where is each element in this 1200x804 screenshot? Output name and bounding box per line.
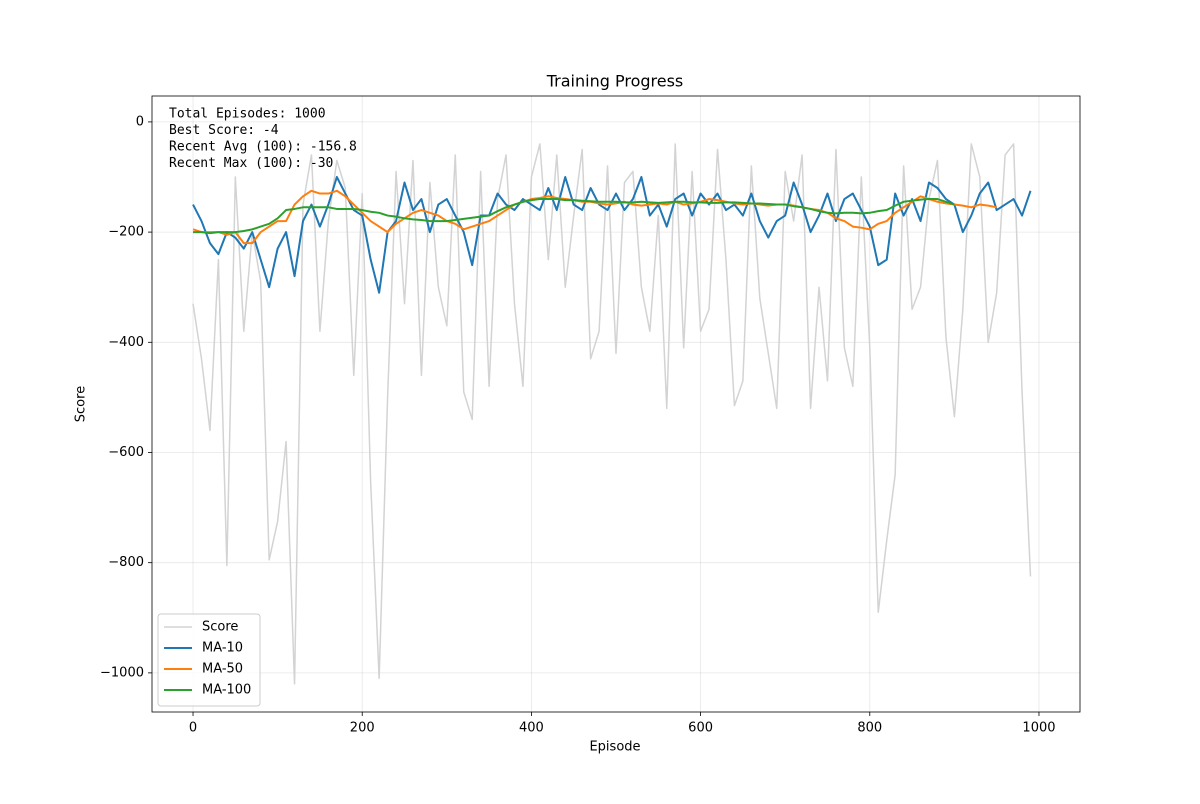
y-tick-label: 0 <box>136 114 144 129</box>
x-axis-label: Episode <box>589 740 640 755</box>
plot-frame <box>151 95 1081 713</box>
y-axis-label: Score <box>74 386 89 422</box>
y-tick-label: −200 <box>108 225 144 240</box>
x-tick-label: 1000 <box>1022 721 1055 736</box>
stats-annotation: Best Score: -4 <box>169 123 279 138</box>
legend-box <box>157 613 261 707</box>
series-line <box>192 189 997 245</box>
y-tick-label: −800 <box>108 555 144 570</box>
legend-label: MA-50 <box>202 662 243 677</box>
x-tick-label: 800 <box>857 721 882 736</box>
legend-label: MA-100 <box>202 683 251 698</box>
stats-annotation: Total Episodes: 1000 <box>169 107 326 122</box>
series-line <box>193 198 955 235</box>
legend-label: MA-10 <box>202 641 243 656</box>
stats-annotation: Recent Avg (100): -156.8 <box>169 140 357 155</box>
y-tick-label: −1000 <box>100 665 144 680</box>
stats-annotation: Recent Max (100): -30 <box>169 156 333 171</box>
legend-label: Score <box>202 620 238 635</box>
x-tick-label: 0 <box>189 721 197 736</box>
x-tick-label: 400 <box>519 721 544 736</box>
x-tick-label: 600 <box>688 721 713 736</box>
chart-title: Training Progress <box>546 72 684 91</box>
y-tick-label: −600 <box>108 445 144 460</box>
x-tick-label: 200 <box>350 721 375 736</box>
y-tick-label: −400 <box>108 335 144 350</box>
